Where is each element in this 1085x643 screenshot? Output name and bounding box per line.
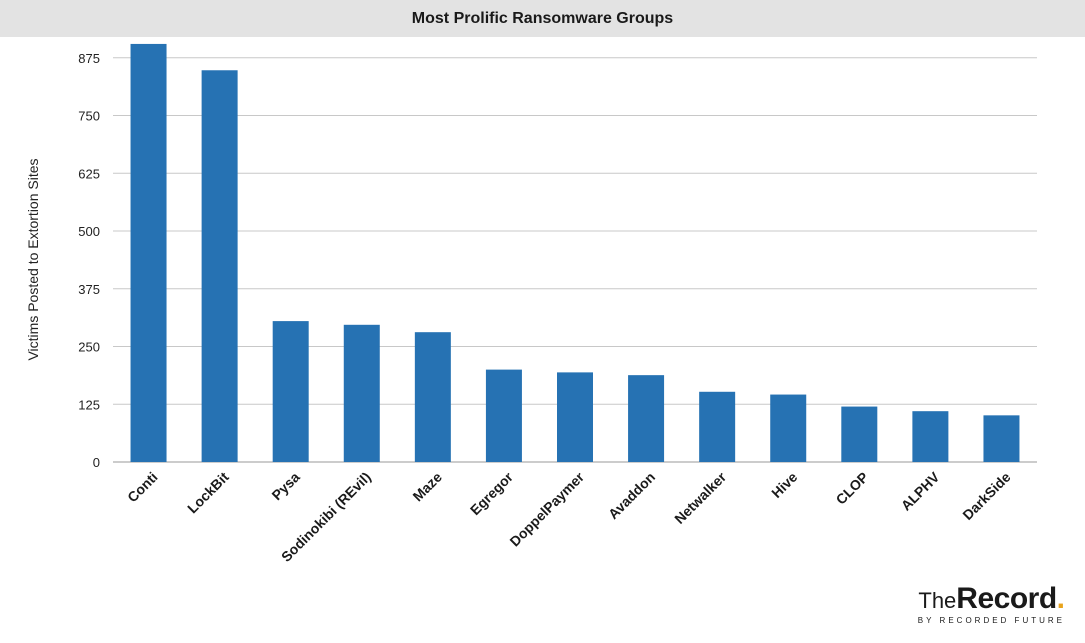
chart-title-bar: Most Prolific Ransomware Groups [0,0,1085,37]
bar-chart: 0 125 250 375 500 625 750 875 Victims Posted to … [25,43,1037,565]
bar-darkside [983,415,1020,462]
logo-record: Record [956,582,1057,615]
bar-egregor [485,369,522,462]
y-tick-label: 0 [93,455,100,470]
x-tick-label: Hive [768,469,800,501]
logo-the: The [918,588,957,613]
bar-maze [414,332,451,462]
bar-alphv [912,411,949,462]
y-tick-label: 500 [78,224,100,239]
bar-doppelpaymer [557,372,593,462]
x-tick-label: Pysa [268,469,303,504]
logo-subtitle: BY RECORDED FUTURE [917,616,1065,625]
x-tick-label: ALPHV [898,468,943,513]
x-tick-label: Egregor [467,468,517,518]
y-tick-label: 750 [78,109,100,124]
x-tick-label: LockBit [184,469,232,517]
bar-lockbit [201,70,238,462]
bar-hive [770,394,807,462]
logo-dot: . [1056,582,1065,615]
x-tick-label: Conti [124,469,161,506]
x-tick-label: CLOP [833,469,872,508]
y-axis-label: Victims Posted to Extortion Sites [25,158,41,360]
x-tick-label: DoppelPaymer [506,468,587,549]
bar-netwalker [699,391,736,462]
y-tick-label: 375 [78,282,100,297]
x-tick-label: DarkSide [959,469,1013,523]
x-tick-label: Maze [409,469,445,505]
y-tick-label: 875 [78,51,100,66]
bar-conti [130,43,167,462]
bar-avaddon [628,375,665,462]
x-tick-label: Avaddon [605,469,658,522]
bar-pysa [272,321,309,462]
bar-sodinokibi-revil [343,324,380,462]
bar-clop [841,406,878,462]
chart-title: Most Prolific Ransomware Groups [411,9,674,27]
the-record-logo: TheRecord. BY RECORDED FUTURE [917,582,1065,626]
x-tick-label: Netwalker [671,468,729,526]
y-tick-label: 250 [78,340,100,355]
y-tick-label: 125 [78,397,100,412]
y-tick-label: 625 [78,166,100,181]
